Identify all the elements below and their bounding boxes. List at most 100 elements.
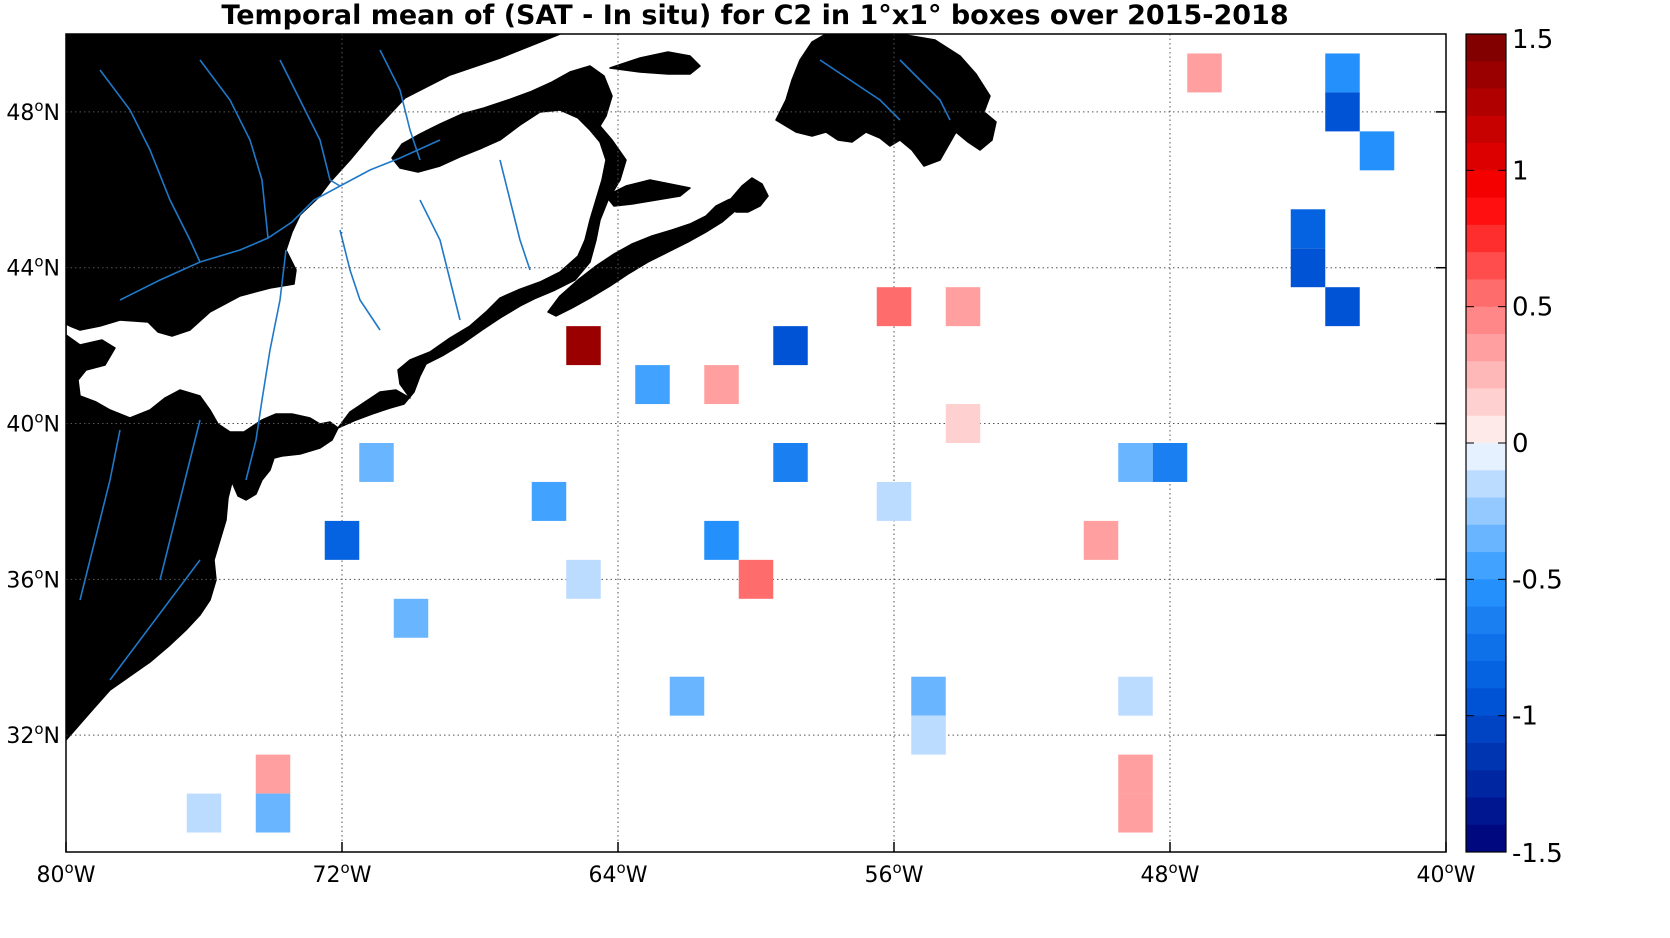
data-cell xyxy=(1325,53,1360,93)
colorbar-segment xyxy=(1466,470,1506,499)
colorbar-tick-label: -0.5 xyxy=(1512,565,1563,595)
colorbar-segment xyxy=(1466,497,1506,526)
colorbar-segment xyxy=(1466,115,1506,144)
prince-edward-island xyxy=(605,179,691,207)
st-lawrence-river xyxy=(119,139,441,301)
new-england-coast xyxy=(337,65,627,429)
data-cell xyxy=(1152,443,1188,482)
x-tick-label: 72oW xyxy=(313,859,372,888)
colorbar-tick-label: -1 xyxy=(1512,702,1538,732)
data-cell xyxy=(945,287,981,327)
longitude-ticks: 80oW 72oW 64oW 56oW 48oW 40oW xyxy=(37,842,1476,888)
data-cell xyxy=(911,715,946,755)
map-frame xyxy=(65,33,1447,853)
colorbar-segment xyxy=(1466,742,1506,771)
anticosti-island xyxy=(609,51,701,75)
data-cell xyxy=(773,326,808,366)
colorbar-tick-label: 1.5 xyxy=(1512,25,1553,55)
river xyxy=(79,429,121,601)
colorbar-tick-label: -1.5 xyxy=(1512,839,1563,869)
colorbar-tick-label: 0.5 xyxy=(1512,293,1553,323)
x-tick-label: 56oW xyxy=(865,859,924,888)
y-tick-label: 32oN xyxy=(6,720,60,749)
river xyxy=(899,59,951,121)
river xyxy=(279,59,341,187)
colorbar-segment xyxy=(1466,34,1506,62)
river xyxy=(499,159,531,271)
river xyxy=(99,69,201,263)
data-cell xyxy=(1118,754,1153,794)
river xyxy=(419,199,461,321)
river xyxy=(379,49,421,161)
data-cell xyxy=(255,754,291,794)
colorbar-segment xyxy=(1466,88,1506,117)
data-cell xyxy=(1118,443,1153,482)
data-cell xyxy=(738,559,774,599)
river-layer xyxy=(79,49,951,681)
data-cell xyxy=(704,520,739,560)
colorbar-segment xyxy=(1466,633,1506,662)
colorbar-segment xyxy=(1466,306,1506,335)
colorbar-segment xyxy=(1466,170,1506,199)
data-cell xyxy=(911,676,946,716)
colorbar-segment xyxy=(1466,824,1506,853)
river xyxy=(819,59,901,121)
colorbar-segment xyxy=(1466,524,1506,553)
colorbar-segment xyxy=(1466,361,1506,389)
data-cell xyxy=(1118,793,1153,833)
data-cell xyxy=(876,481,912,521)
land-layer xyxy=(66,34,997,741)
colorbar-segment xyxy=(1466,661,1506,689)
y-tick-label: 36oN xyxy=(6,564,60,593)
data-cell xyxy=(255,793,291,833)
river xyxy=(199,59,269,239)
y-tick-label: 40oN xyxy=(6,409,60,438)
data-cell xyxy=(704,365,739,405)
data-cell xyxy=(1359,131,1395,171)
data-cell xyxy=(1083,520,1119,560)
data-cell xyxy=(566,326,601,366)
data-cell xyxy=(945,404,981,443)
data-cell xyxy=(393,598,429,638)
colorbar-segment xyxy=(1466,770,1506,798)
data-cell xyxy=(1325,287,1360,327)
colorbar-segment xyxy=(1466,443,1506,471)
data-cell xyxy=(635,365,670,405)
data-cell xyxy=(1325,92,1360,132)
river xyxy=(339,229,381,331)
colorbar-segment xyxy=(1466,552,1506,580)
x-tick-label: 64oW xyxy=(589,859,648,888)
data-cell xyxy=(1290,248,1326,288)
colorbar-segment xyxy=(1466,797,1506,826)
colorbar-segment xyxy=(1466,252,1506,280)
data-cell xyxy=(1187,53,1222,93)
data-cell xyxy=(566,559,601,599)
colorbar-segment xyxy=(1466,606,1506,635)
y-tick-label: 44oN xyxy=(6,253,60,282)
data-cell xyxy=(186,793,222,833)
river xyxy=(109,559,201,681)
map-title: Temporal mean of (SAT - In situ) for C2 … xyxy=(221,0,1288,31)
colorbar-segment xyxy=(1466,224,1506,253)
colorbar-segment xyxy=(1466,688,1506,717)
river xyxy=(159,419,201,581)
colorbar-segment xyxy=(1466,579,1506,608)
data-cell xyxy=(531,481,567,521)
data-cell xyxy=(1290,209,1326,249)
x-tick-label: 40oW xyxy=(1417,859,1476,888)
colorbar-tick-label: 1 xyxy=(1512,156,1529,186)
colorbar-tick-label: 0 xyxy=(1512,429,1529,459)
colorbar-segment xyxy=(1466,61,1506,90)
x-tick-label: 80oW xyxy=(37,859,96,888)
colorbar-segment xyxy=(1466,388,1506,417)
x-tick-label: 48oW xyxy=(1141,859,1200,888)
colorbar-segment xyxy=(1466,279,1506,308)
cape-breton xyxy=(729,177,769,213)
grid-lines xyxy=(66,34,1446,852)
colorbar: 1.5 1 0.5 0 -0.5 -1 -1.5 xyxy=(1465,25,1563,869)
y-tick-label: 48oN xyxy=(6,97,60,126)
data-cell xyxy=(1118,676,1153,716)
colorbar-segment xyxy=(1466,715,1506,744)
data-cell xyxy=(359,443,394,482)
